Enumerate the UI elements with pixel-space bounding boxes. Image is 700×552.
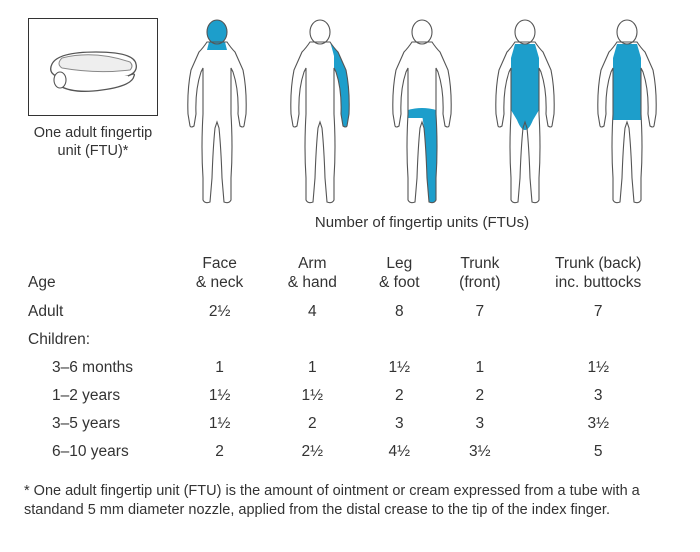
cell-value: 2 [439,382,520,410]
cell-value: 2½ [174,298,265,326]
body-figure [168,18,266,208]
col-header: Leg& foot [359,249,439,298]
row-label: Children: [24,326,174,354]
table-body: Adult2½4877Children:3–6 months111½11½1–2… [24,298,676,466]
cell-value [520,326,676,354]
col-header: Trunk (back)inc. buttocks [520,249,676,298]
cell-value: 1½ [174,410,265,438]
cell-value [174,326,265,354]
row-label: 6–10 years [24,438,174,466]
cell-value: 3½ [439,438,520,466]
ftu-caption: One adult fingertip unit (FTU)* [24,124,162,160]
table-header-row: Age Face& neck Arm& hand Leg& foot Trunk… [24,249,676,298]
ftu-illustration-frame [28,18,158,116]
cell-value: 4 [265,298,359,326]
cell-value: 3½ [520,410,676,438]
ftu-caption-line1: One adult fingertip [34,125,153,141]
body-figure [476,18,574,208]
cell-value: 3 [359,410,439,438]
cell-value: 2 [265,410,359,438]
body-figure [578,18,676,208]
body-figure [373,18,471,208]
ftu-caption-line2: unit (FTU)* [58,143,129,159]
cell-value [359,326,439,354]
top-row: One adult fingertip unit (FTU)* Number o… [24,18,676,231]
cell-value: 1½ [520,354,676,382]
cell-value: 3 [520,382,676,410]
body-figures-row [168,18,676,208]
row-label: 3–6 months [24,354,174,382]
footnote: * One adult fingertip unit (FTU) is the … [24,482,676,521]
figures-block: Number of fingertip units (FTUs) [168,18,676,231]
table-row: 6–10 years22½4½3½5 [24,438,676,466]
ftu-definition: One adult fingertip unit (FTU)* [24,18,162,160]
table-row: Adult2½4877 [24,298,676,326]
table-row: 3–5 years1½2333½ [24,410,676,438]
fingertip-cream-icon [38,28,148,106]
cell-value: 1 [265,354,359,382]
cell-value: 1½ [265,382,359,410]
row-label: 1–2 years [24,382,174,410]
body-icon [481,18,569,208]
cell-value: 4½ [359,438,439,466]
cell-value: 3 [439,410,520,438]
row-label: Adult [24,298,174,326]
table-row: 3–6 months111½11½ [24,354,676,382]
body-icon [378,18,466,208]
ftu-table: Age Face& neck Arm& hand Leg& foot Trunk… [24,249,676,466]
col-header: Trunk(front) [439,249,520,298]
row-label: 3–5 years [24,410,174,438]
body-icon [276,18,364,208]
cell-value: 1½ [359,354,439,382]
body-icon [583,18,671,208]
table-row: 1–2 years1½1½223 [24,382,676,410]
cell-value: 1 [439,354,520,382]
figures-caption: Number of fingertip units (FTUs) [168,214,676,231]
cell-value [439,326,520,354]
cell-value: 7 [439,298,520,326]
body-figure [271,18,369,208]
table-row: Children: [24,326,676,354]
col-header: Face& neck [174,249,265,298]
age-header: Age [24,249,174,298]
cell-value [265,326,359,354]
cell-value: 7 [520,298,676,326]
cell-value: 1½ [174,382,265,410]
cell-value: 5 [520,438,676,466]
cell-value: 2 [359,382,439,410]
cell-value: 2½ [265,438,359,466]
cell-value: 2 [174,438,265,466]
body-icon [173,18,261,208]
cell-value: 1 [174,354,265,382]
cell-value: 8 [359,298,439,326]
col-header: Arm& hand [265,249,359,298]
